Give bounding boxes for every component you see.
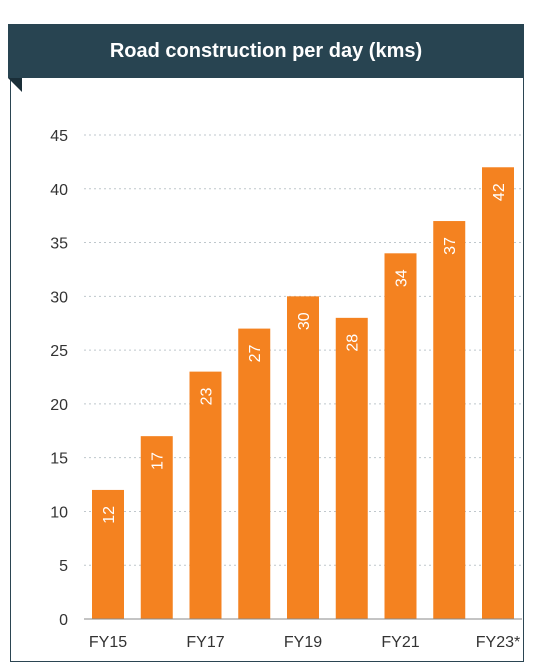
y-tick-label: 30 [50,289,68,306]
chart-header: Road construction per day (kms) [8,24,524,78]
x-tick-label: FY15 [89,634,127,651]
bar-value-label: 17 [150,452,167,470]
bar [92,489,124,619]
bar [287,296,319,619]
bar [238,328,271,619]
bar-value-label: 27 [247,344,264,362]
bar [384,253,417,620]
y-tick-label: 25 [50,343,68,360]
bar-value-label: 28 [345,334,362,352]
bar-value-label: 42 [491,183,508,201]
bar [189,371,222,619]
bar-value-label: 34 [394,269,411,287]
y-tick-label: 5 [59,558,68,575]
bar [433,221,466,620]
chart-title: Road construction per day (kms) [109,40,423,62]
bar-value-label: 23 [199,388,216,406]
bars [92,167,514,620]
header-fold-decoration [8,78,22,92]
x-tick-label: FY17 [186,634,224,651]
y-axis: 0 5 10 15 20 25 30 35 40 45 [50,128,68,629]
data-labels: 12 17 23 27 30 28 34 37 42 [101,183,508,524]
x-tick-label: FY21 [381,634,419,651]
y-tick-label: 20 [50,397,68,414]
bar [482,167,514,619]
y-tick-label: 10 [50,504,68,521]
bar-value-label: 37 [442,237,459,255]
bar-value-label: 30 [296,312,313,330]
y-tick-label: 15 [50,451,68,468]
bar-value-label: 12 [101,506,118,524]
bar [335,317,368,619]
x-axis: FY15 FY17 FY19 FY21 FY23* [89,634,520,651]
y-tick-label: 45 [50,128,68,145]
bar [140,436,173,619]
y-tick-label: 40 [50,182,68,199]
y-tick-label: 35 [50,236,68,253]
x-tick-label: FY19 [284,634,322,651]
y-tick-label: 0 [59,612,68,629]
x-tick-label: FY23* [476,634,520,651]
